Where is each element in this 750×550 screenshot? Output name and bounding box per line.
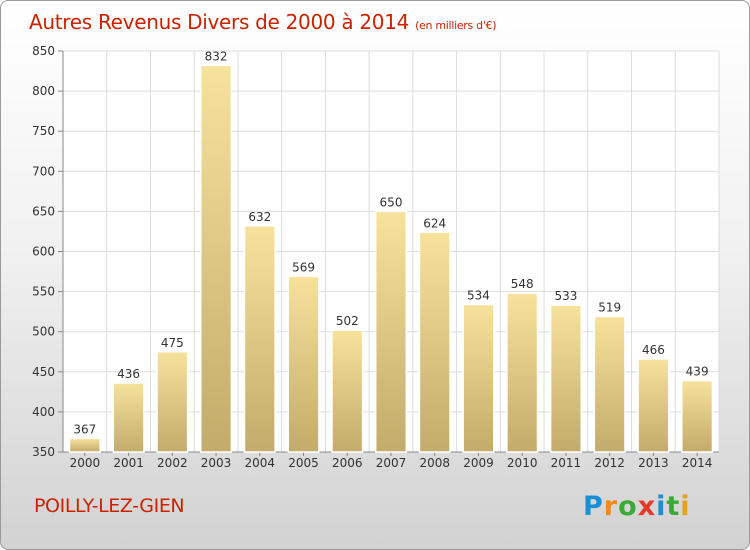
bar: [549, 304, 582, 453]
data-label: 466: [642, 343, 665, 357]
y-tick-label: 550: [32, 285, 55, 299]
x-tick-label: 2009: [463, 456, 494, 470]
x-tick-label: 2006: [332, 456, 363, 470]
x-tick-label: 2000: [70, 456, 101, 470]
bar: [112, 382, 145, 453]
bar: [506, 292, 539, 453]
y-tick-label: 850: [32, 44, 55, 58]
x-tick-label: 2004: [245, 456, 276, 470]
logo-letter: r: [603, 491, 619, 522]
y-tick-label: 750: [32, 124, 55, 138]
logo-letter: i: [656, 491, 667, 522]
x-tick-label: 2013: [638, 456, 669, 470]
data-label: 367: [73, 422, 96, 436]
data-label: 569: [292, 260, 315, 274]
bar: [462, 303, 495, 453]
x-tick-label: 2012: [594, 456, 625, 470]
bar: [68, 437, 101, 453]
bar: [637, 358, 670, 453]
x-tick-label: 2011: [551, 456, 582, 470]
data-label: 548: [511, 277, 534, 291]
x-tick-label: 2001: [113, 456, 144, 470]
logo-letter: P: [583, 491, 604, 522]
x-tick-label: 2005: [288, 456, 319, 470]
x-tick-label: 2007: [376, 456, 407, 470]
data-label: 439: [686, 365, 709, 379]
x-tick-label: 2010: [507, 456, 538, 470]
bar: [374, 210, 408, 453]
data-label: 534: [467, 288, 490, 302]
x-tick-label: 2008: [419, 456, 450, 470]
bar: [243, 225, 276, 453]
data-label: 436: [117, 367, 140, 381]
proxiti-logo: Proxiti: [583, 491, 691, 522]
x-tick-label: 2014: [682, 456, 713, 470]
data-label: 832: [205, 49, 228, 63]
bar: [156, 351, 189, 453]
y-tick-label: 450: [32, 365, 55, 379]
data-label: 502: [336, 314, 359, 328]
bar: [331, 329, 364, 453]
bar: [287, 275, 320, 453]
y-tick-label: 700: [32, 164, 55, 178]
logo-letter: t: [666, 491, 681, 522]
logo-letter: x: [637, 491, 657, 522]
data-label: 650: [380, 195, 403, 209]
y-tick-label: 600: [32, 245, 55, 259]
x-tick-label: 2002: [157, 456, 188, 470]
chart-title: Autres Revenus Divers de 2000 à 2014 (en …: [29, 10, 497, 34]
data-label: 624: [423, 216, 446, 230]
data-label: 519: [598, 300, 621, 314]
bar: [681, 379, 714, 453]
y-tick-label: 400: [32, 405, 55, 419]
bar: [200, 64, 233, 453]
y-tick-label: 800: [32, 84, 55, 98]
y-tick-label: 350: [32, 445, 55, 459]
y-tick-label: 650: [32, 204, 55, 218]
y-tick-label: 500: [32, 325, 55, 339]
x-tick-label: 2003: [201, 456, 232, 470]
bar: [593, 315, 626, 453]
data-label: 475: [161, 336, 184, 350]
bar: [418, 231, 451, 453]
logo-letter: o: [618, 491, 638, 522]
data-label: 533: [554, 289, 577, 303]
commune-name: POILLY-LEZ-GIEN: [34, 495, 185, 517]
chart-unit: (en milliers d'€): [415, 19, 497, 32]
logo-letter: i: [680, 491, 691, 522]
data-label: 632: [248, 210, 271, 224]
